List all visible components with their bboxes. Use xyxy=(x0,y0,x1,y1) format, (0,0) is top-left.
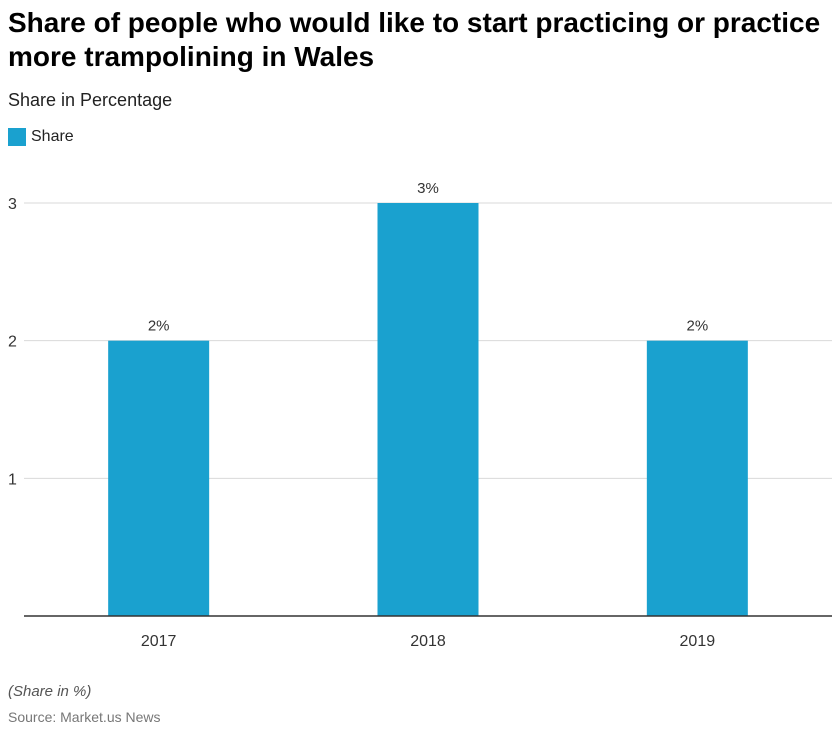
x-tick-label: 2019 xyxy=(680,633,716,650)
chart-subtitle: Share in Percentage xyxy=(8,90,173,110)
source-note: Source: Market.us News xyxy=(8,709,161,725)
legend-label: Share xyxy=(31,128,74,145)
data-label: 2% xyxy=(148,318,170,335)
legend: Share xyxy=(8,128,74,146)
unit-note: (Share in %) xyxy=(8,683,92,700)
x-tick-label: 2018 xyxy=(410,633,446,650)
y-tick-label: 1 xyxy=(8,471,17,488)
data-label: 2% xyxy=(686,318,708,335)
bar xyxy=(646,340,748,616)
bar-chart: 1 2 3 2% 2017 3% 2018 2% 2019 xyxy=(8,180,832,650)
data-label: 3% xyxy=(417,180,439,197)
x-tick-label: 2017 xyxy=(141,633,177,650)
y-tick-label: 2 xyxy=(8,334,17,351)
y-tick-label: 3 xyxy=(8,196,17,213)
legend-swatch xyxy=(8,128,26,146)
bar xyxy=(377,203,479,616)
chart-title: Share of people who would like to start … xyxy=(8,7,821,72)
bar xyxy=(108,340,210,616)
